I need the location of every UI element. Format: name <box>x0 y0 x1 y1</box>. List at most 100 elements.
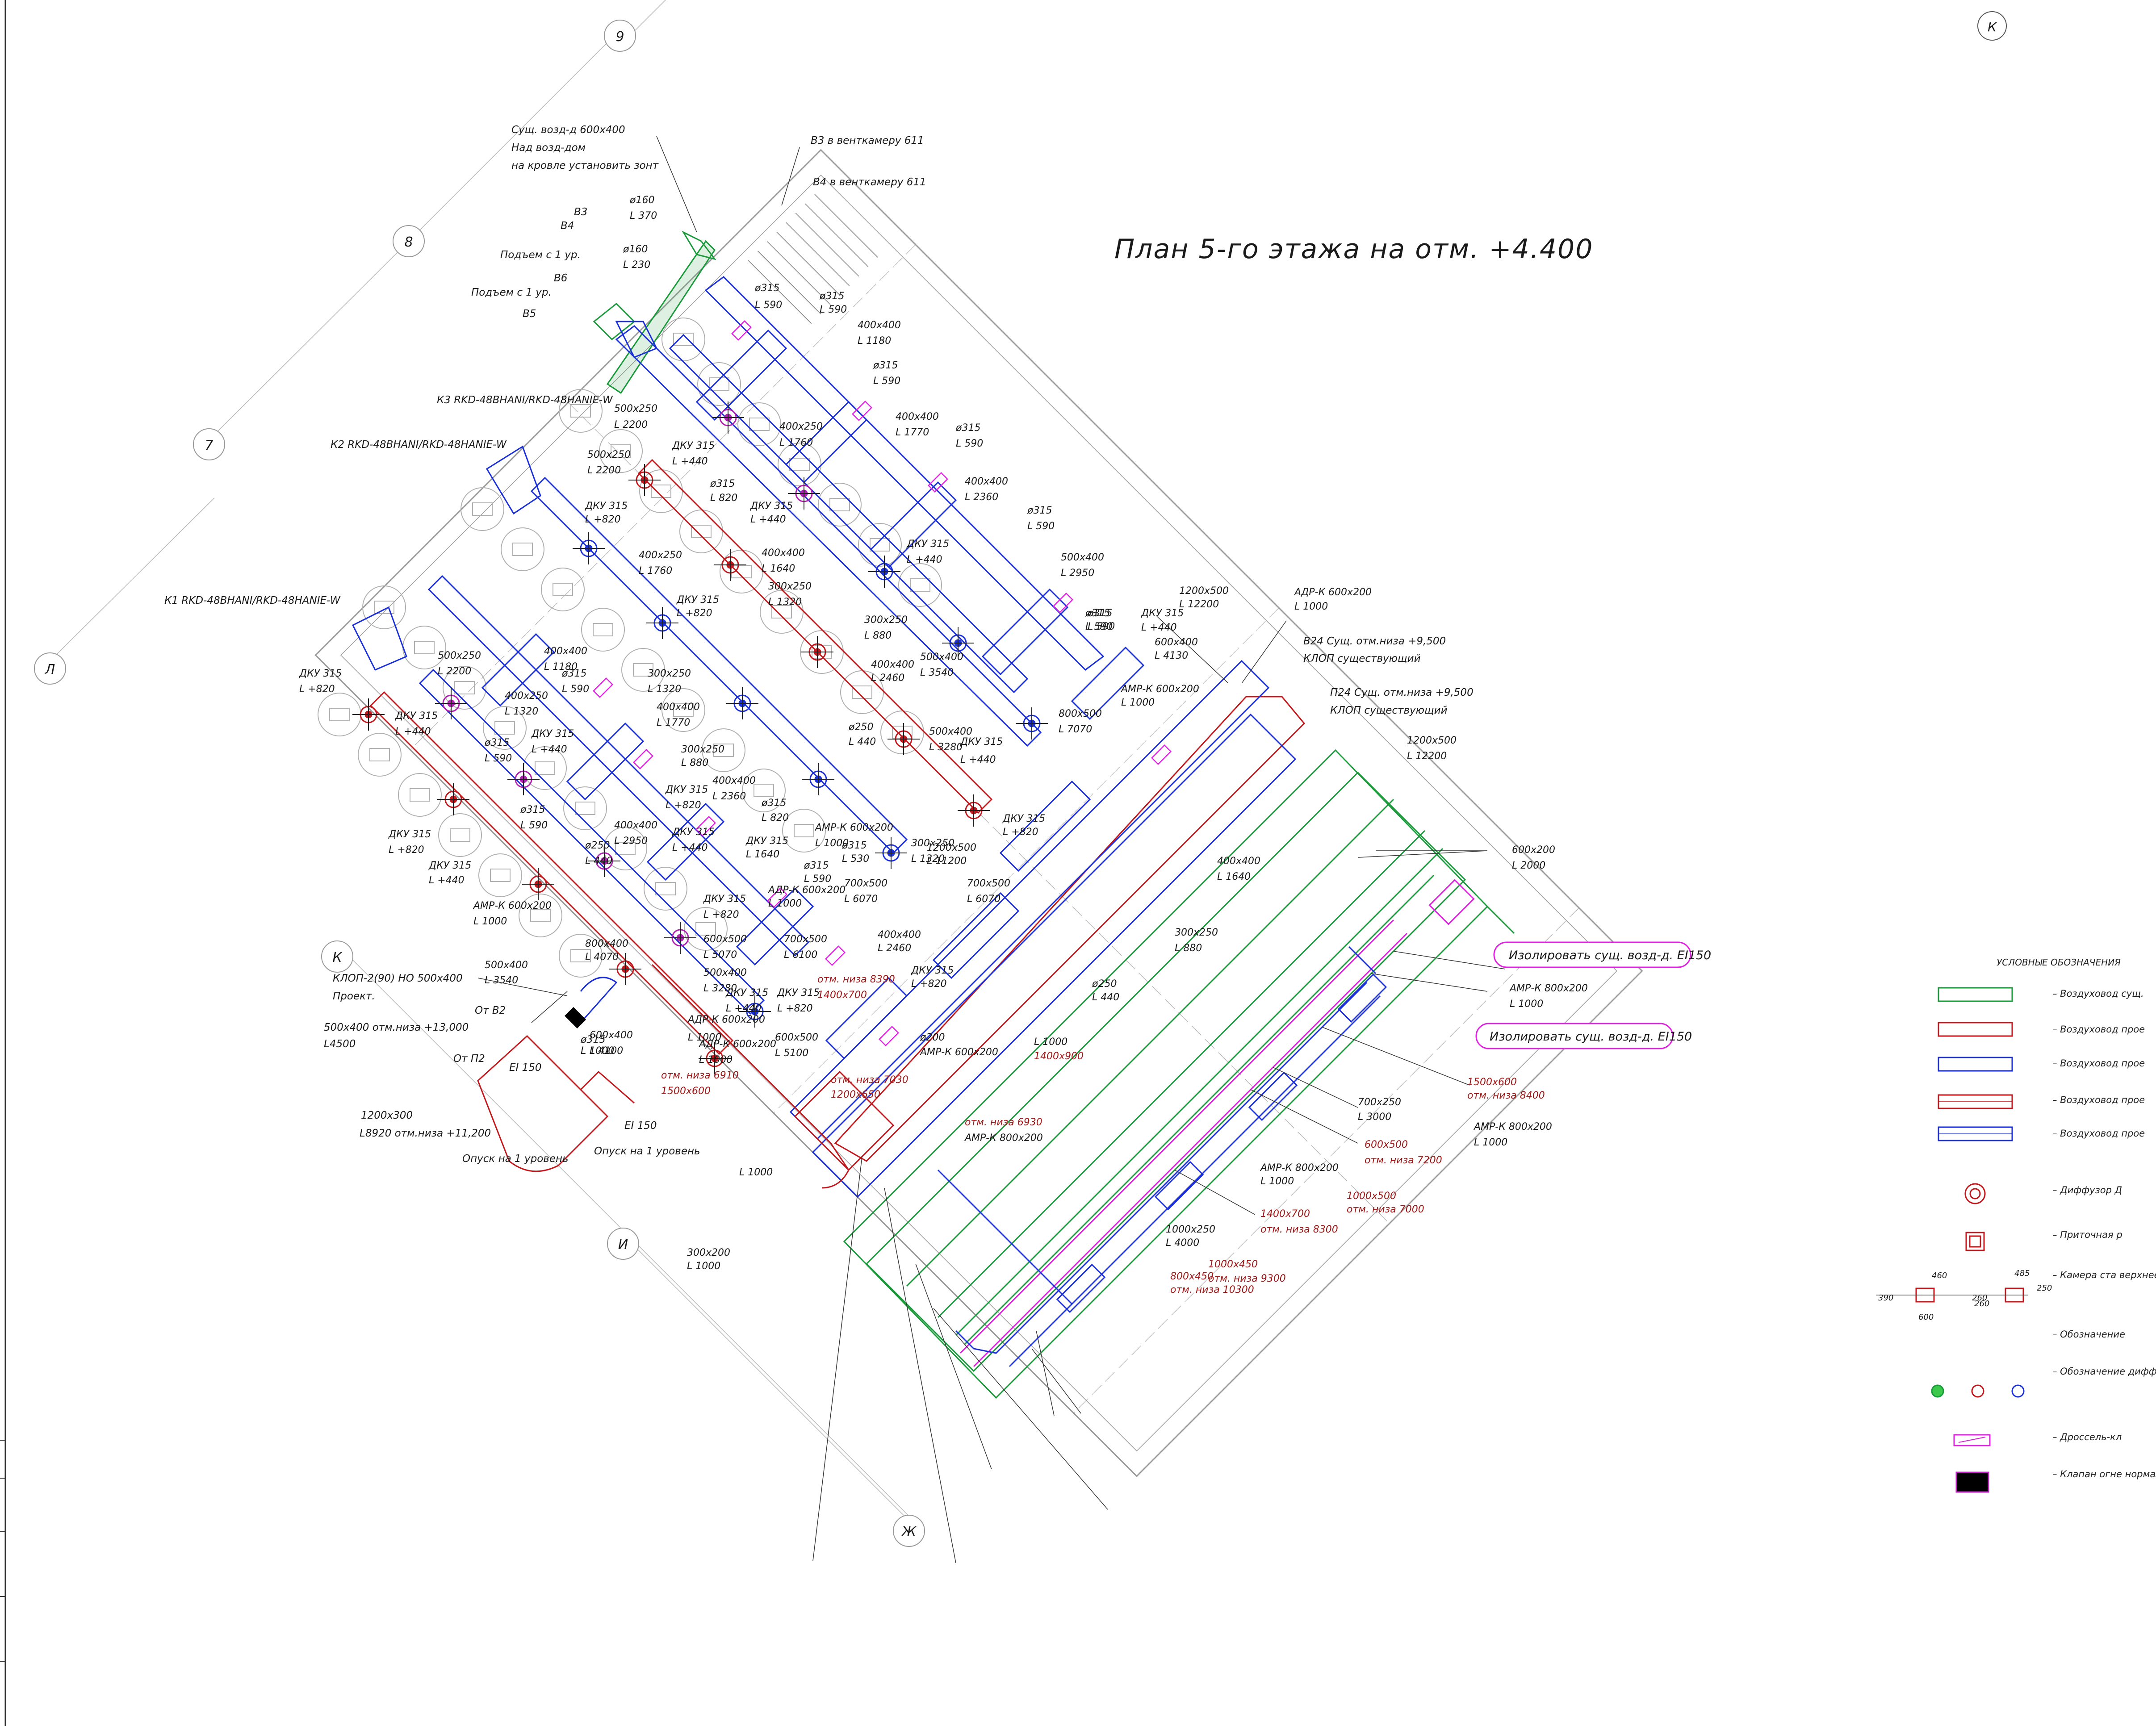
svg-text:L4500: L4500 <box>324 1038 356 1050</box>
dimension-label: L +440 <box>726 1003 762 1014</box>
equipment-circle <box>644 867 687 911</box>
axis-bubble: И <box>607 1228 639 1260</box>
diffuser-symbol <box>802 763 834 795</box>
equipment-circle <box>661 318 705 361</box>
axis-bubble: 8 <box>393 225 425 257</box>
dimension-label: отм. низа 6930 <box>965 1117 1042 1128</box>
dimension-label: L 590 <box>562 684 589 695</box>
equipment-circle <box>559 389 603 433</box>
dimension-label: 500х250 <box>587 449 631 460</box>
diffuser-symbol <box>801 636 833 668</box>
dimension-label: L +440 <box>750 514 786 525</box>
equipment-body <box>870 538 890 552</box>
dimension-label: L 1760 <box>639 565 672 577</box>
dimension-label: L +440 <box>1141 622 1177 633</box>
equipment-circle <box>563 786 607 830</box>
svg-text:КЛОП существующий: КЛОП существующий <box>1330 705 1448 716</box>
dimension-label: ДКУ 315 <box>676 594 719 606</box>
dimension-label: L 1320 <box>911 853 945 865</box>
svg-text:КЛОП существующий: КЛОП существующий <box>1303 653 1421 664</box>
svg-text:Опуск на 1 уровень: Опуск на 1 уровень <box>462 1153 569 1165</box>
dimension-label: ДКУ 315 <box>750 501 793 512</box>
dimension-label: L 1000 <box>581 1045 614 1057</box>
legend-item-label: – Клапан огне нормально о <box>2052 1469 2156 1479</box>
dimension-label: 1000х450 <box>1208 1259 1258 1270</box>
magenta-duct-strip <box>959 879 1475 1367</box>
dimension-label: ø315 <box>873 360 898 371</box>
svg-text:Подъем с 1 ур.: Подъем с 1 ур. <box>500 249 581 261</box>
equipment-circle <box>559 934 603 978</box>
axis-grid-lines <box>50 0 912 1519</box>
dimension-label: ø250 <box>848 722 873 733</box>
dimension-label: 300х250 <box>911 838 955 849</box>
dimension-label: L 1640 <box>762 563 795 574</box>
dimension-label: 700х500 <box>784 934 827 945</box>
dimension-label: L 4100 <box>590 1045 623 1057</box>
dimension-label: 1200х500 <box>927 842 976 853</box>
svg-text:К2 RKD-48BHANI/RKD-48HANIE-W: К2 RKD-48BHANI/RKD-48HANIE-W <box>331 439 507 451</box>
dimension-label: 500х400 <box>920 652 963 663</box>
svg-text:В6: В6 <box>554 272 567 284</box>
legend-symbols <box>1876 987 2028 1493</box>
dimension-label: 400х250 <box>779 421 823 432</box>
svg-text:Изолировать сущ. возд-д. EI150: Изолировать сущ. возд-д. EI150 <box>1509 949 1711 962</box>
dimension-label: 800х450 <box>1170 1271 1214 1282</box>
equipment-body <box>789 458 810 471</box>
svg-text:7: 7 <box>205 438 213 453</box>
dimension-label: ø315 <box>1087 608 1112 619</box>
equipment-body <box>615 842 636 855</box>
dimension-label: 1400х700 <box>817 990 867 1001</box>
legend-cam-dim: 460 <box>1932 1271 1947 1280</box>
legend-item-label: – Дроссель-кл <box>2052 1432 2122 1442</box>
dimension-label: L 6070 <box>967 894 1001 905</box>
dimension-label: ø315 <box>804 860 829 871</box>
equipment-circle <box>661 688 705 732</box>
svg-text:500х400 отм.низа +13,000: 500х400 отм.низа +13,000 <box>324 1022 469 1033</box>
dimension-label: L 590 <box>1027 521 1055 532</box>
dimension-label: 400х400 <box>614 820 657 831</box>
dimension-label: 400х400 <box>965 476 1008 487</box>
dimension-label: 1000х250 <box>1166 1224 1215 1235</box>
dimension-label: ДКУ 315 <box>531 728 574 740</box>
damper-marks <box>593 320 1172 1046</box>
equipment-body <box>575 802 595 815</box>
dimension-label: ДКУ 315 <box>745 836 788 847</box>
svg-text:8: 8 <box>404 234 413 250</box>
dimension-label: L 1000 <box>1510 999 1543 1010</box>
equipment-circle <box>358 733 402 777</box>
dimension-label: L 5070 <box>703 949 737 961</box>
dimension-label: отм. низа 7200 <box>1365 1155 1442 1166</box>
diffuser-symbol <box>646 607 678 639</box>
dimension-label: АМР-К 800х200 <box>964 1133 1043 1144</box>
dimension-label: L 1640 <box>1217 871 1251 882</box>
dimension-label: 400х250 <box>505 690 548 702</box>
dimension-label: L 370 <box>630 210 657 221</box>
dimension-label: L +440 <box>672 842 708 853</box>
dimension-label: 400х400 <box>712 775 756 786</box>
dimension-label: АМР-К 600х200 <box>814 822 893 833</box>
diffuser-symbol <box>888 723 920 755</box>
dimension-label: АМР-К 600х200 <box>473 900 552 911</box>
legend-item-label: – Обозначение диффузора Д <box>2052 1366 2156 1377</box>
dimension-label: 400х400 <box>762 547 805 559</box>
equipment-body <box>633 663 653 677</box>
diffuser-symbol <box>788 477 820 510</box>
equipment-body <box>329 708 350 721</box>
svg-text:К: К <box>332 950 343 965</box>
equipment-circle <box>898 563 942 607</box>
plan-title: План 5-го этажа на отм. +4.400 <box>1114 234 1593 265</box>
dimension-label: ø315 <box>484 737 509 748</box>
svg-text:Сущ. возд-д 600х400: Сущ. возд-д 600х400 <box>511 124 625 136</box>
insulation-notes: Изолировать сущ. возд-д. EI150 Изолирова… <box>1475 941 1711 1049</box>
dimension-label: ДКУ 315 <box>906 539 949 550</box>
equipment-circle <box>818 483 862 527</box>
axis-bubble: 9 <box>604 20 636 52</box>
equipment-circle <box>858 523 902 567</box>
equipment-body <box>691 525 712 538</box>
dimension-label: L 1000 <box>739 1167 773 1178</box>
axis-bubble: 7 <box>193 428 225 460</box>
diffuser-symbol <box>1016 707 1048 740</box>
equipment-body <box>754 784 774 797</box>
dimension-label: ø160 <box>629 195 654 206</box>
dimension-label: 1200х500 <box>1407 735 1457 746</box>
